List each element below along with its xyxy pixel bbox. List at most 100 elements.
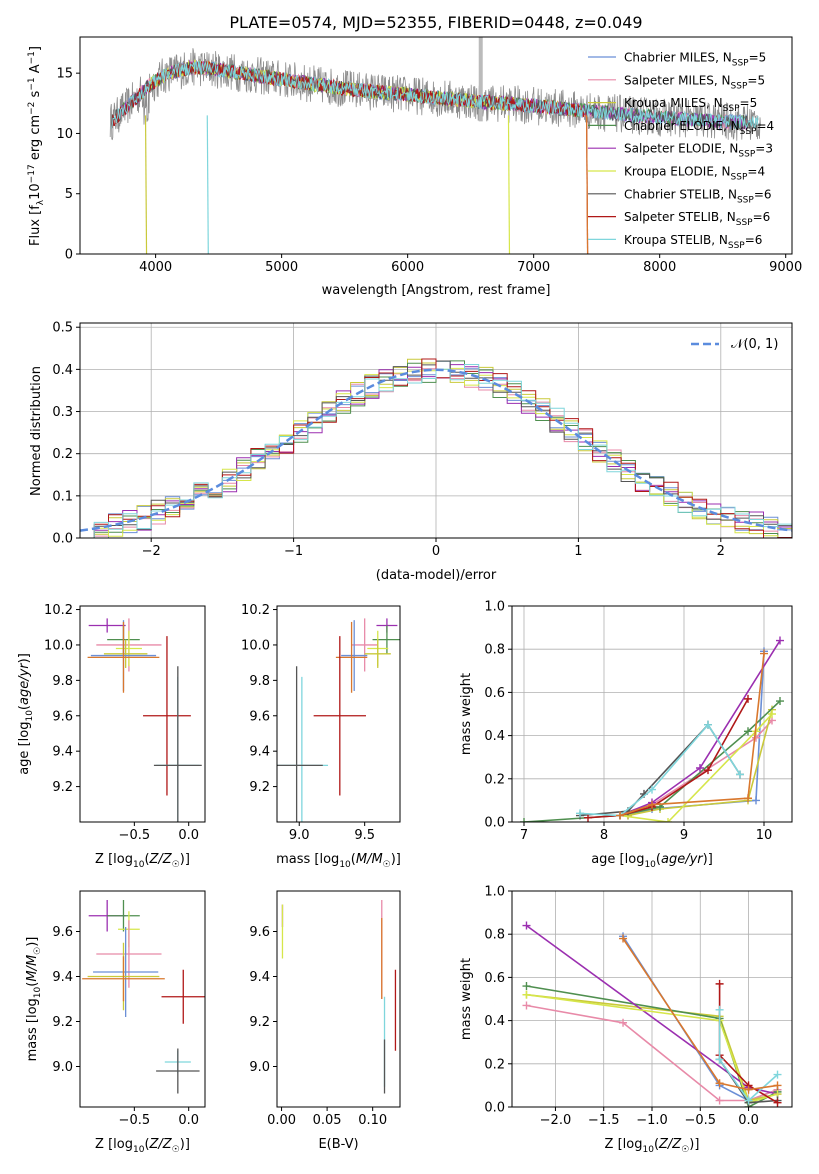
text-span: =5 [740, 96, 758, 110]
x-tick-label: −2.0 [540, 1113, 572, 1128]
x-tick-label: −1.0 [636, 1113, 668, 1128]
series-line [526, 993, 778, 1104]
series-group [624, 705, 776, 820]
x-tick-label: 8 [600, 828, 608, 843]
text-span: =6 [753, 210, 771, 224]
x-tick-label: 10 [756, 828, 773, 843]
series-marker [776, 697, 784, 706]
x-tick-label: 0.0 [178, 1113, 199, 1128]
error-bar-point [161, 969, 205, 1024]
y-tick-label: 9.8 [52, 674, 73, 689]
legend-label: Chabrier ELODIE, NSSP=4 [624, 119, 774, 137]
axes-frame [276, 605, 401, 823]
y-tick-label: 0.4 [52, 363, 73, 378]
text-span: 10 [339, 860, 351, 870]
legend-label: Chabrier STELIB, NSSP=6 [624, 187, 772, 205]
text-span: =3 [755, 142, 773, 156]
text-span: Salpeter MILES, N [624, 73, 731, 87]
series-marker [744, 694, 752, 703]
series-line [526, 993, 778, 1102]
x-tick-label: 1 [574, 544, 582, 559]
mass-vs-Z-plot-area [82, 900, 205, 1094]
text-span: 10 [33, 986, 43, 998]
y-tick-label: 5 [65, 187, 73, 202]
legend-label: Chabrier MILES, NSSP=5 [624, 51, 766, 69]
text-span: −2 [27, 102, 37, 115]
x-tick-label: 0.0 [178, 828, 199, 843]
legend-label: Kroupa STELIB, NSSP=6 [624, 233, 762, 251]
text-span: mass [log [276, 852, 339, 867]
text-span: M/M [25, 955, 40, 982]
text-span: −17 [27, 164, 37, 183]
y-tick-label: 0.0 [484, 1101, 505, 1116]
text-span: ☉ [383, 860, 391, 870]
series-marker [760, 649, 768, 658]
text-span: ☉ [33, 947, 43, 955]
x-tick-label: −0.5 [119, 1113, 151, 1128]
text-span: ( [17, 705, 32, 710]
series-marker [773, 1081, 782, 1090]
axes-frame [511, 605, 793, 823]
text-span: 10 [644, 860, 656, 870]
text-span: age [log [591, 852, 644, 867]
y-tick-label: 0.1 [52, 489, 73, 504]
text-span: Z [log [95, 852, 133, 867]
text-span: E(B-V) [318, 1137, 358, 1152]
x-tick-label: 0.0 [738, 1113, 759, 1128]
text-span: Kroupa STELIB, N [624, 233, 728, 247]
series-line [619, 713, 773, 822]
legend-label: Kroupa ELODIE, NSSP=4 [624, 165, 765, 183]
text-span: )] [25, 937, 40, 947]
y-tick-label: 0.2 [484, 772, 505, 787]
series-line [619, 640, 781, 817]
axes-layer: 4000 5000 6000 7000 8000 9000051015wavelength… [17, 36, 802, 1155]
text-span: =5 [747, 73, 765, 87]
x-axis-label: Z [log10(Z/Z☉)] [605, 1137, 700, 1155]
y-tick-label: 9.2 [52, 780, 73, 795]
y-tick-label: 10.0 [44, 638, 73, 653]
axes-frame [79, 890, 206, 1108]
text-span: )] [703, 852, 713, 867]
y-tick-label: 9.6 [52, 709, 73, 724]
text-span: SSP [737, 195, 754, 205]
y-tick-label: 9.0 [52, 1060, 73, 1075]
text-span: Z/Z [658, 1137, 682, 1152]
series-marker [576, 809, 584, 818]
text-span: ( [25, 982, 40, 987]
series-marker [744, 794, 752, 803]
x-tick-label: 7 [520, 828, 528, 843]
x-tick-label: 7000 [517, 260, 550, 275]
x-tick-label: 0.00 [267, 1113, 296, 1128]
series-marker [776, 636, 784, 645]
spectrum-plot-area [109, 37, 761, 254]
y-tick-label: 10.0 [241, 638, 270, 653]
legend-label: 𝒩(0, 1) [731, 337, 778, 352]
y-tick-label: 9.4 [52, 745, 73, 760]
text-span: ( [351, 852, 356, 867]
text-span: Z [log [605, 1137, 643, 1152]
text-span: SSP [723, 104, 740, 114]
x-tick-label: 0 [432, 544, 440, 559]
text-span: ( [144, 852, 149, 867]
age-vs-Z-panel: −0.5 0.09.29.49.69.810.010.2Z [log10(Z/Z☉… [17, 603, 206, 870]
x-tick-label: 9000 [769, 260, 802, 275]
text-span: SSP [731, 173, 748, 183]
series-line [627, 651, 765, 817]
y-tick-label: 10.2 [44, 603, 73, 618]
x-tick-label: −1 [284, 544, 303, 559]
text-span: ( [144, 1137, 149, 1152]
y-tick-label: 0.4 [484, 1014, 505, 1029]
series-marker [715, 979, 724, 988]
y-axis-label: Normed distribution [29, 366, 44, 496]
spectrum-drop-line [507, 115, 511, 254]
series-marker [744, 1085, 753, 1094]
series-line [627, 709, 773, 817]
text-span: Flux [f [28, 205, 43, 246]
y-tick-label: 0.6 [484, 686, 505, 701]
series-marker [619, 934, 628, 943]
text-span: =6 [745, 233, 763, 247]
series-marker [715, 1096, 724, 1105]
text-span: SSP [740, 127, 757, 137]
mass-vs-EBV-panel: 0.00 0.05 0.10 9.0 9.2 9.4 9.6 E(B-V) [249, 890, 401, 1152]
